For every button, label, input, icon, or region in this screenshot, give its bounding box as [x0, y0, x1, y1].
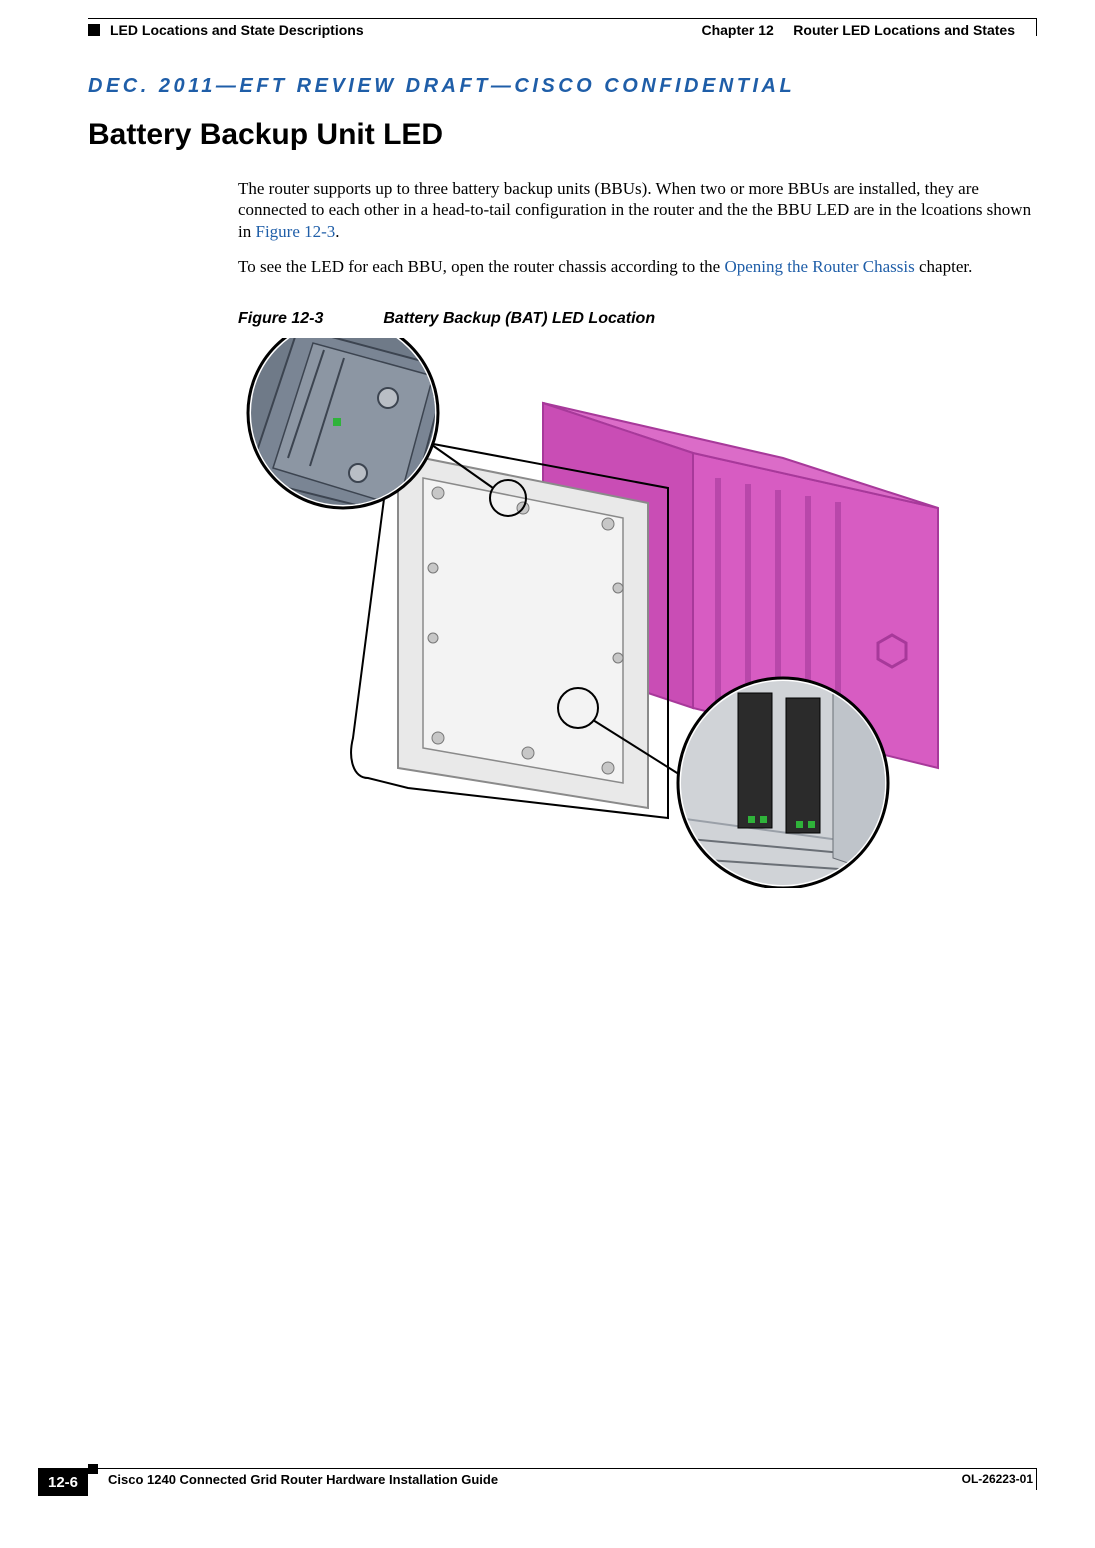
text-run: The router supports up to three battery … — [238, 179, 1031, 241]
chapter-number: Chapter 12 — [701, 22, 773, 38]
text-run: To see the LED for each BBU, open the ro… — [238, 257, 724, 276]
section-heading: Battery Backup Unit LED — [88, 118, 443, 152]
chapter-xref[interactable]: Opening the Router Chassis — [724, 257, 914, 276]
paragraph: To see the LED for each BBU, open the ro… — [238, 256, 1033, 277]
page-number: 12-6 — [38, 1468, 88, 1496]
led-indicator-bottom-2 — [760, 816, 767, 823]
page: LED Locations and State Descriptions Cha… — [0, 0, 1095, 1548]
text-run: . — [335, 222, 339, 241]
page-footer: 12-6 Cisco 1240 Connected Grid Router Ha… — [0, 1468, 1095, 1518]
figure-title: Battery Backup (BAT) LED Location — [383, 310, 655, 327]
figure-number: Figure 12-3 — [238, 310, 323, 327]
footer-rule-v — [1036, 1468, 1037, 1490]
footer-rule — [88, 1468, 1037, 1469]
led-indicator-bottom-4 — [808, 821, 815, 828]
figure-illustration — [238, 338, 958, 888]
footer-doc-number: OL-26223-01 — [962, 1472, 1033, 1486]
figure-caption: Figure 12-3 Battery Backup (BAT) LED Loca… — [238, 310, 655, 328]
header-right-text: Chapter 12 Router LED Locations and Stat… — [701, 22, 1015, 38]
chapter-title: Router LED Locations and States — [793, 22, 1015, 38]
text-run: chapter. — [915, 257, 973, 276]
led-indicator-bottom-1 — [748, 816, 755, 823]
header-rule — [88, 18, 1037, 19]
footer-doc-title: Cisco 1240 Connected Grid Router Hardwar… — [108, 1472, 498, 1487]
access-panel — [351, 442, 668, 818]
running-header: LED Locations and State Descriptions Cha… — [0, 22, 1095, 46]
body-text: The router supports up to three battery … — [238, 178, 1033, 291]
figure-xref[interactable]: Figure 12-3 — [255, 222, 335, 241]
paragraph: The router supports up to three battery … — [238, 178, 1033, 242]
header-left-text: LED Locations and State Descriptions — [110, 22, 364, 38]
led-indicator-bottom-3 — [796, 821, 803, 828]
led-indicator-top — [333, 418, 341, 426]
footer-bullet — [88, 1464, 98, 1474]
confidential-banner: DEC. 2011—EFT REVIEW DRAFT—CISCO CONFIDE… — [88, 75, 1037, 98]
